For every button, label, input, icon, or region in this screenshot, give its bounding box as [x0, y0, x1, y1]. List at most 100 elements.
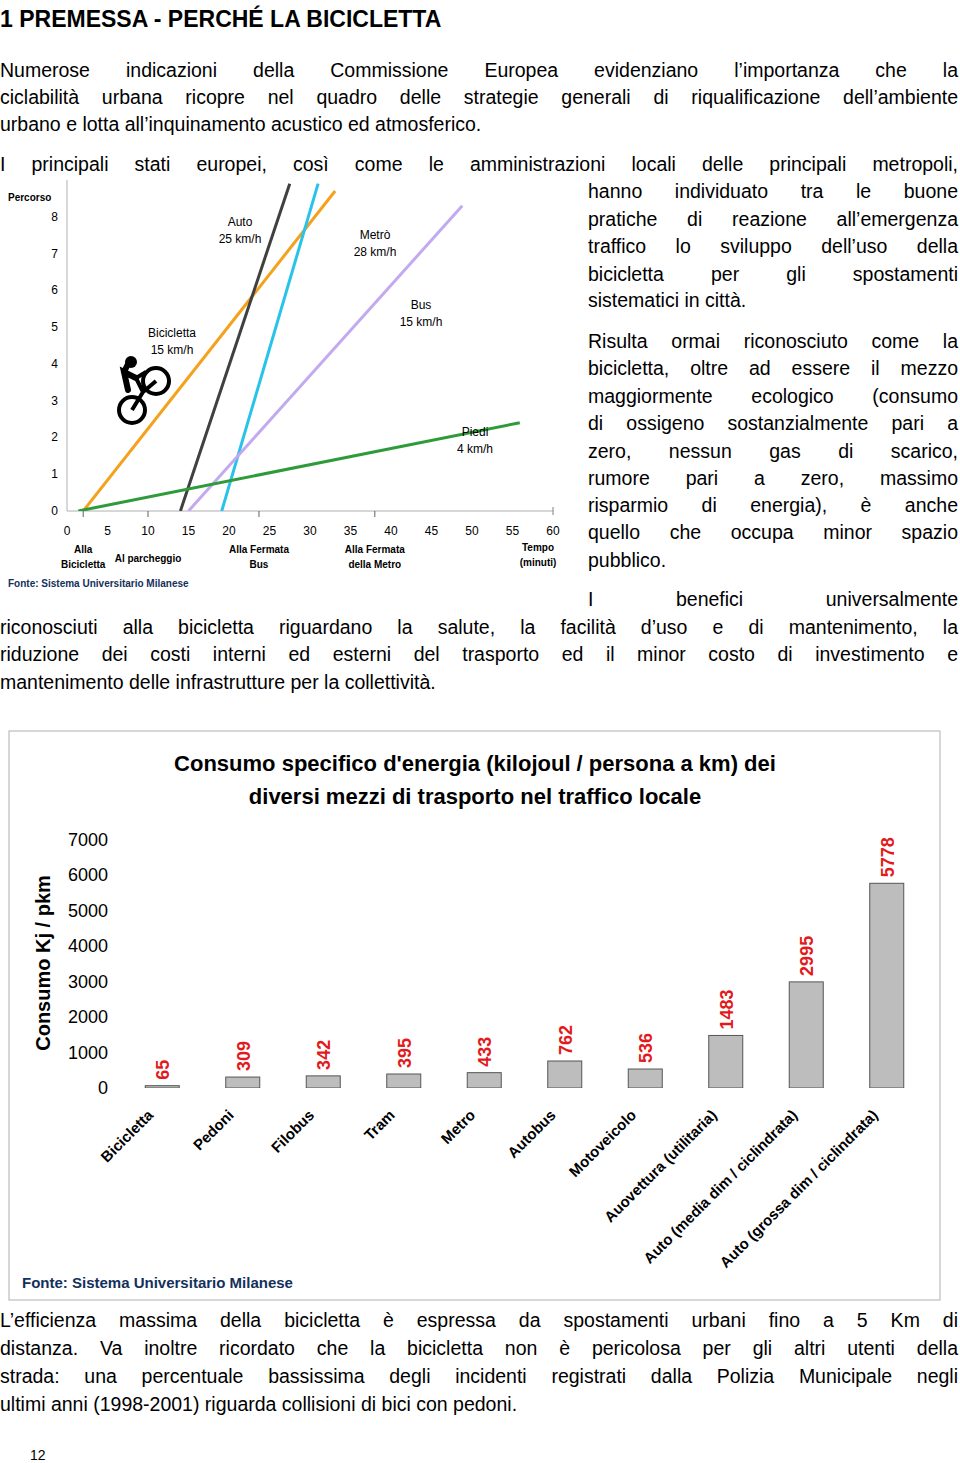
paragraph-line: riduzione dei costi interni ed esterni d…	[0, 645, 958, 665]
category-label: Tram	[360, 1106, 397, 1143]
data-label: 762	[556, 1025, 576, 1055]
paragraph-line: ultimi anni (1998-2001) riguarda collisi…	[0, 1395, 517, 1415]
data-label: 433	[475, 1037, 495, 1067]
chart-title: Consumo specifico d'energia (kilojoul / …	[174, 751, 776, 776]
y-tick-label: 4	[51, 357, 58, 371]
category-label: Pedoni	[189, 1106, 236, 1153]
page: { "page": { "heading": "1 PREMESSA - PER…	[0, 0, 960, 1463]
x-annotation: Bus	[250, 559, 269, 570]
series-label: Piedi	[462, 425, 489, 439]
y-axis-line	[67, 180, 68, 511]
series-label: Auto	[228, 215, 253, 229]
paragraph-line: zero, nessun gas di scarico,	[588, 442, 958, 462]
x-axis-label: (minuti)	[520, 557, 557, 568]
category-label: Metro	[437, 1106, 478, 1147]
category-label: Motoveicolo	[565, 1106, 639, 1180]
category-label: Bicicletta	[97, 1106, 157, 1166]
source-note: Fonte: Sistema Universitario Milanese	[8, 578, 189, 589]
icon-head	[125, 356, 137, 368]
series-speed-label: 25 km/h	[219, 232, 262, 246]
y-tick-label: 4000	[68, 936, 108, 956]
category-label: Autobus	[504, 1106, 559, 1161]
x-tick-label: 0	[64, 524, 71, 538]
chart-title: diversi mezzi di trasporto nel traffico …	[249, 784, 701, 809]
bar	[789, 982, 823, 1088]
y-tick-label: 2	[51, 430, 58, 444]
data-label: 342	[314, 1040, 334, 1070]
x-axis-end-tick	[553, 507, 554, 515]
paragraph-line: pratiche di reazione all’emergenza	[588, 210, 958, 230]
bar	[226, 1077, 260, 1088]
series-label: Bus	[411, 298, 432, 312]
bar	[628, 1069, 662, 1088]
bars-group	[145, 883, 904, 1088]
paragraph-line: strada: una percentuale bassissima degli…	[0, 1367, 958, 1387]
series-group	[78, 184, 519, 511]
series-line	[83, 191, 335, 511]
paragraph-line: risparmio di energia), è anche	[588, 496, 958, 516]
y-tick-label: 7	[51, 247, 58, 261]
category-label: Auto (media dim / ciclindrata)	[640, 1106, 801, 1267]
series-speed-label: 15 km/h	[400, 315, 443, 329]
category-label: Filobus	[268, 1106, 318, 1156]
series-label: Metrò	[360, 228, 391, 242]
x-annotation: Alla Fermata	[229, 544, 289, 555]
bar	[306, 1076, 340, 1088]
page-number: 12	[30, 1448, 46, 1462]
x-annotation: Alla	[74, 544, 93, 555]
annotation-tick	[83, 511, 84, 517]
bar	[870, 883, 904, 1088]
bar	[548, 1061, 582, 1088]
series-label: Bicicletta	[148, 326, 196, 340]
y-tick-label: 1000	[68, 1043, 108, 1063]
x-tick-label: 15	[182, 524, 196, 538]
x-tick-label: 45	[425, 524, 439, 538]
charts-layer: 012345678051015202530354045505560Percors…	[0, 0, 960, 1463]
y-axis-label: Percorso	[8, 192, 51, 203]
paragraph-line: L’efficienza massima della bicicletta è …	[0, 1311, 958, 1331]
x-annotation: della Metro	[348, 559, 401, 570]
series-speed-label: 28 km/h	[354, 245, 397, 259]
paragraph-line: urbano e lotta all’inquinamento acustico…	[0, 115, 481, 135]
source-note: Fonte: Sistema Universitario Milanese	[22, 1274, 293, 1291]
paragraph-line: bicicletta, oltre ad essere il mezzo	[588, 359, 958, 379]
x-tick-label: 50	[465, 524, 479, 538]
data-label: 536	[636, 1033, 656, 1063]
heading: 1 PREMESSA - PERCHÉ LA BICICLETTA	[0, 8, 441, 31]
y-tick-label: 3000	[68, 972, 108, 992]
paragraph-line: rumore pari a zero, massimo	[588, 469, 958, 489]
x-tick-label: 20	[222, 524, 236, 538]
paragraph-line: Risulta ormai riconosciuto come la	[588, 332, 958, 352]
paragraph-line: I principali stati europei, così come le…	[0, 155, 958, 175]
y-tick-label: 8	[51, 210, 58, 224]
x-axis-line	[67, 511, 553, 512]
y-tick-label: 3	[51, 394, 58, 408]
x-tick-label: 25	[263, 524, 277, 538]
x-tick-label: 10	[141, 524, 155, 538]
x-tick-label: 55	[506, 524, 520, 538]
x-tick-label: 5	[104, 524, 111, 538]
y-tick-label: 0	[98, 1078, 108, 1098]
y-tick-label: 0	[51, 504, 58, 518]
x-annotation: Bicicletta	[61, 559, 106, 570]
bar	[467, 1073, 501, 1088]
paragraph-line: pubblico.	[588, 551, 666, 571]
paragraph-line: distanza. Va inoltre ricordato che la bi…	[0, 1339, 958, 1359]
data-label: 65	[153, 1060, 173, 1080]
x-tick-label: 40	[384, 524, 398, 538]
paragraph-line: bicicletta per gli spostamenti	[588, 265, 958, 285]
y-tick-label: 2000	[68, 1007, 108, 1027]
bar	[387, 1074, 421, 1088]
y-tick-label: 1	[51, 467, 58, 481]
y-tick-label: 5000	[68, 901, 108, 921]
y-tick-label: 7000	[68, 830, 108, 850]
series-line	[189, 206, 463, 511]
category-label: Auto (grossa dim / ciclindrata)	[716, 1106, 881, 1271]
annotation-tick	[258, 511, 259, 517]
data-label: 5778	[878, 837, 898, 877]
x-annotation: Alla Fermata	[345, 544, 405, 555]
paragraph-line: quello che occupa minor spazio	[588, 523, 958, 543]
annotation-tick	[148, 511, 149, 517]
x-tick-label: 30	[303, 524, 317, 538]
paragraph-line: mantenimento delle infrastrutture per la…	[0, 673, 436, 693]
